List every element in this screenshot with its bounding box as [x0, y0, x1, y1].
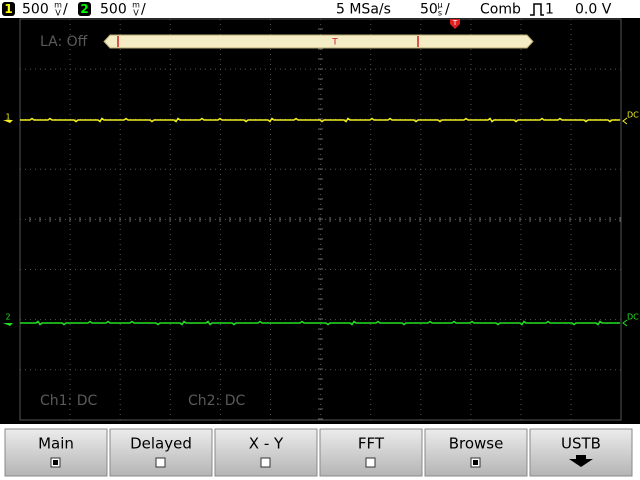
ch2-badge — [78, 2, 91, 16]
softkeys: Main Delayed X - Y FFT Browse USTB — [4, 428, 633, 477]
timebase-unit-bottom: s — [438, 9, 442, 18]
sample-rate: 5 MSa/s — [336, 2, 391, 18]
ch1-trace — [20, 117, 620, 123]
status-bar — [0, 0, 640, 18]
ch2-trace — [20, 320, 620, 326]
graticule-border — [19, 18, 622, 421]
ch1-right-arrow — [622, 117, 628, 125]
ch1-number: 1 — [4, 2, 12, 16]
softkey[interactable] — [529, 428, 633, 477]
softkey-label: USTB — [561, 435, 601, 453]
softkey[interactable] — [4, 428, 108, 477]
pulse-icon — [530, 3, 544, 16]
softkey-label: Main — [38, 435, 74, 453]
graticule — [19, 18, 621, 420]
ch1-ground-icon — [3, 120, 13, 123]
ch2-ground-icon — [3, 323, 13, 326]
ch1-coupling: Ch1: DC — [40, 393, 98, 409]
softkey-label: FFT — [358, 435, 385, 453]
timebase-scale: 50 — [420, 2, 438, 18]
softkey-indicator-fill — [53, 460, 58, 465]
ch1-unit-bottom: V — [55, 9, 61, 18]
softkey-arrow — [569, 459, 593, 467]
softkey-indicator-fill — [473, 460, 478, 465]
ch2-right-coupling: DC — [627, 313, 639, 322]
ch2-slash: / — [141, 2, 146, 18]
ch1-marker: 1 — [5, 113, 10, 122]
timebase-unit-top: µ — [437, 1, 442, 10]
trigger-level: 0.0 V — [575, 2, 612, 18]
time-bar-trigger: T — [331, 38, 338, 48]
softkey-arrow-stem — [576, 455, 586, 460]
ch2-number: 2 — [80, 2, 88, 16]
ch2-scale: 500 — [100, 2, 127, 18]
ch1-badge — [2, 2, 15, 16]
softkey-label: Browse — [449, 435, 504, 453]
la-status: LA: Off — [40, 34, 88, 50]
softkey-indicator — [155, 457, 166, 468]
ch1-right-coupling: DC — [627, 111, 639, 120]
timebase-slash: / — [445, 2, 450, 18]
trigger-marker-icon — [450, 19, 460, 29]
ch2-unit-bottom: V — [133, 9, 139, 18]
ch1-unit-top: m — [54, 1, 62, 10]
time-bar — [103, 34, 534, 49]
ch2-right-arrow — [622, 319, 628, 327]
softkey-indicator — [260, 457, 271, 468]
softkey[interactable] — [214, 428, 318, 477]
softkey-label: X - Y — [249, 435, 284, 453]
softkey[interactable] — [319, 428, 423, 477]
trigger-marker: T — [452, 19, 458, 27]
trigger-source: 1 — [545, 2, 554, 18]
trigger-mode: Comb — [480, 2, 521, 18]
ch1-scale: 500 — [22, 2, 49, 18]
ch2-coupling: Ch2: DC — [188, 393, 246, 409]
softkey-label: Delayed — [130, 435, 192, 453]
softkey[interactable] — [109, 428, 213, 477]
ch2-marker: 2 — [5, 313, 10, 322]
softkey[interactable] — [424, 428, 528, 477]
ch1-slash: / — [63, 2, 68, 18]
ch2-unit-top: m — [132, 1, 140, 10]
softkey-indicator — [365, 457, 376, 468]
